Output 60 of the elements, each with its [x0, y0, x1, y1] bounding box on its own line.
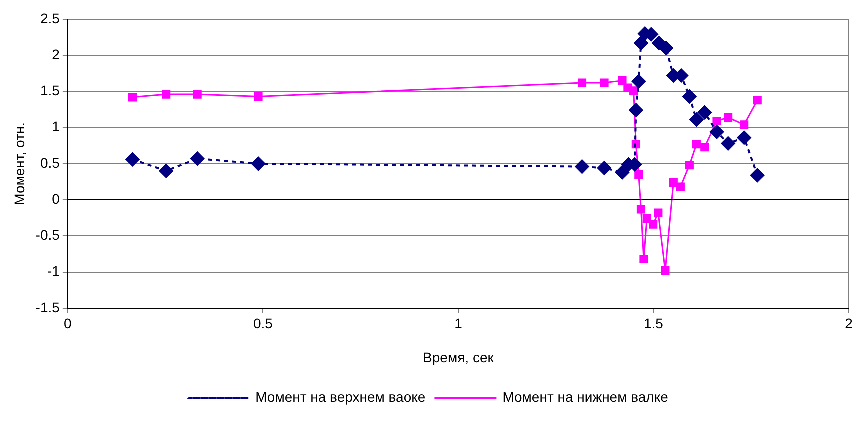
y-tick-label: 1 — [52, 118, 60, 135]
y-tick-label: 2 — [52, 46, 60, 62]
y-tick-label: 0 — [52, 190, 60, 207]
point — [737, 130, 752, 145]
y-tick-label: -1.5 — [36, 299, 60, 316]
y-tick-label: 2.5 — [40, 10, 60, 26]
point — [710, 125, 724, 140]
point — [600, 78, 609, 88]
point — [661, 266, 670, 276]
point — [700, 142, 710, 152]
point — [634, 36, 648, 50]
point — [685, 161, 694, 170]
point — [159, 164, 174, 178]
point — [669, 178, 678, 187]
y-axis-title: Момент, отн. — [11, 122, 28, 206]
point — [193, 90, 202, 99]
point — [712, 116, 722, 126]
point — [690, 112, 704, 127]
point — [618, 76, 627, 86]
point — [640, 254, 648, 264]
x-tick-label: 2 — [845, 316, 854, 332]
x-tick-label: 1 — [454, 316, 463, 332]
point — [190, 152, 205, 166]
point — [676, 182, 685, 192]
y-tick-label: -0.5 — [36, 227, 60, 244]
point — [698, 106, 712, 120]
point — [634, 170, 644, 180]
point — [753, 96, 762, 105]
point — [632, 74, 646, 89]
point — [649, 220, 658, 229]
point — [630, 86, 638, 96]
x-tick-label: 1.5 — [644, 316, 664, 332]
point — [636, 205, 646, 214]
y-tick-label: -1 — [47, 263, 60, 280]
point — [126, 152, 140, 167]
point — [128, 93, 138, 102]
point — [750, 168, 765, 182]
point — [692, 140, 701, 149]
point — [615, 166, 630, 180]
legend-label: Момент на верхнем ваоке — [256, 388, 426, 405]
x-tick-label: 0.5 — [253, 316, 274, 332]
y-tick-label: 1.5 — [40, 82, 60, 99]
point — [659, 41, 674, 56]
point — [642, 214, 652, 224]
point — [575, 160, 590, 174]
point — [724, 113, 733, 122]
point — [629, 103, 644, 118]
point — [740, 120, 749, 130]
x-tick-label: 0 — [64, 316, 72, 332]
point — [252, 156, 266, 171]
point — [654, 208, 663, 218]
point — [578, 78, 587, 88]
legend-label: Момент на нижнем валке — [502, 388, 669, 405]
point — [162, 90, 171, 99]
point — [254, 92, 263, 101]
point — [598, 161, 612, 176]
x-axis-title: Время, сек — [423, 349, 495, 366]
y-tick-label: 0.5 — [40, 154, 60, 171]
point — [721, 136, 736, 151]
point — [682, 90, 697, 104]
